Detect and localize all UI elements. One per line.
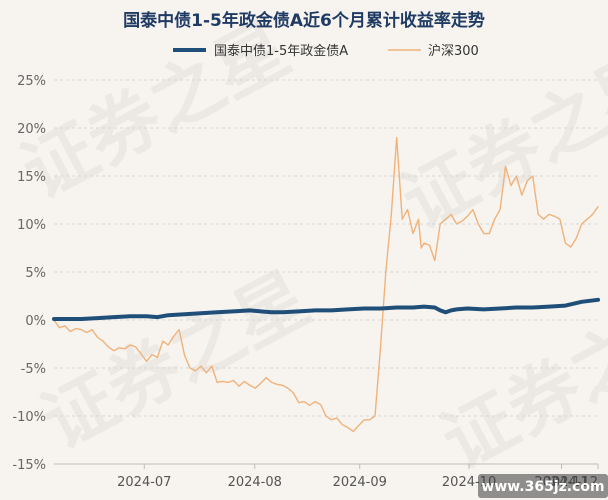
y-tick-label: -15% xyxy=(12,458,46,473)
series-line-hs300 xyxy=(53,136,599,433)
watermark: 证券之星 证券之星 证券之星 证券之星 xyxy=(9,6,608,485)
y-tick-label: 20% xyxy=(17,122,46,137)
y-tick-label: 0% xyxy=(25,314,46,329)
y-tick-label: 25% xyxy=(17,74,46,89)
x-tick-label: 2024-07 xyxy=(117,475,171,490)
x-tick-label: 2024-09 xyxy=(333,475,387,490)
y-axis: 25% 20% 15% 10% 5% 0% -5% -10% -15% xyxy=(12,74,46,473)
watermark-text: 证券之星 xyxy=(9,6,303,215)
y-tick-label: 15% xyxy=(17,170,46,185)
legend: 国泰中债1-5年政金债A 沪深300 xyxy=(173,43,479,59)
series xyxy=(52,136,600,433)
chart-title: 国泰中债1-5年政金债A近6个月累计收益率走势 xyxy=(123,10,485,31)
site-badge: www.365jz.com xyxy=(478,474,608,498)
x-tick-label: 2024-08 xyxy=(228,475,282,490)
y-tick-label: -10% xyxy=(12,410,46,425)
site-badge-bg xyxy=(478,474,608,498)
series-line-fund xyxy=(52,297,600,321)
legend-label-hs300: 沪深300 xyxy=(428,43,479,59)
y-tick-label: 10% xyxy=(17,218,46,233)
y-tick-label: -5% xyxy=(21,362,46,377)
watermark-text: 证券之星 xyxy=(29,256,323,465)
site-badge-text: www.365jz.com xyxy=(481,479,604,495)
legend-label-fund: 国泰中债1-5年政金债A xyxy=(214,43,348,59)
y-tick-label: 5% xyxy=(25,266,46,281)
